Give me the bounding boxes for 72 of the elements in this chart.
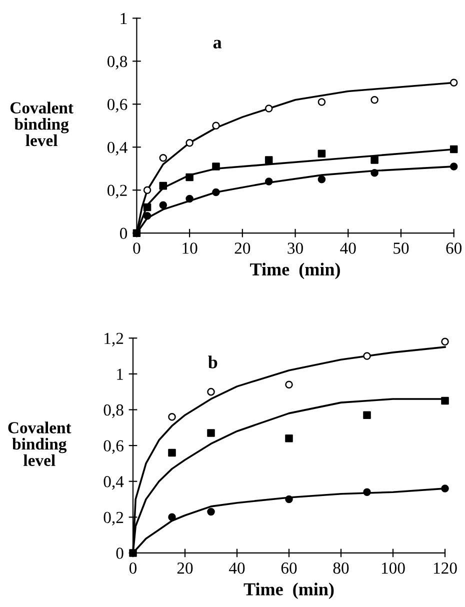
x-axis-title: Time (min) [250,262,340,280]
point [264,178,273,186]
y-tick-label: 0,6 [107,98,128,113]
y-tick-label: 1 [120,12,127,24]
y-tick-label: 0,2 [104,512,124,526]
point [285,380,293,389]
y-axis-title: Covalent binding level [10,102,74,146]
point [143,212,152,220]
y-tick-label: 1 [117,368,123,380]
x-tick-label: 0 [129,562,137,574]
y-tick-label: 0,8 [104,404,124,418]
point [212,162,220,170]
point [186,173,194,182]
point [363,352,371,360]
point [212,122,220,130]
y-axis-title: Covalent binding level [8,422,72,466]
point [143,203,152,212]
point [159,201,168,210]
x-tick-label: 10 [182,242,198,254]
point [285,495,293,504]
x-tick-label: 40 [228,562,245,574]
x-tick-label: 30 [288,242,303,254]
point [264,104,273,112]
annotation: b [208,356,218,368]
point [285,434,293,442]
point [450,78,458,87]
x-tick-label: 60 [446,242,462,254]
point [264,156,273,164]
point [370,169,378,177]
point [450,162,458,170]
point [186,138,194,147]
point [207,429,215,437]
point [168,448,176,457]
point [212,188,220,196]
point [318,150,326,158]
x-tick-label: 80 [333,562,349,574]
point [159,182,168,190]
point [441,338,449,346]
point [363,411,371,419]
point [143,186,152,194]
point [186,194,194,203]
point [168,413,176,421]
x-axis-title: Time (min) [244,582,334,600]
point [441,396,449,405]
point [441,484,449,492]
x-tick-label: 40 [340,242,356,254]
point [370,96,378,104]
y-tick-label: 1,2 [104,332,124,346]
annotation: a [213,40,222,48]
x-tick-label: 20 [234,242,250,254]
point [318,175,326,184]
point [450,145,458,154]
point [363,488,371,496]
point [159,154,168,162]
y-tick-label: 0 [116,548,124,559]
y-tick-label: 0,2 [107,184,127,198]
y-tick-label: 0,8 [107,56,128,70]
point [370,156,378,164]
x-tick-label: 50 [394,242,409,254]
y-tick-label: 0,6 [104,440,124,454]
y-tick-label: 0,4 [104,476,124,490]
point [168,513,176,522]
point [207,508,215,516]
x-tick-label: 100 [382,562,405,574]
point [318,98,326,106]
y-tick-label: 0,4 [107,142,128,156]
x-tick-label: 120 [434,562,457,574]
y-tick-label: 0 [120,228,128,240]
x-tick-label: 0 [133,242,140,254]
x-tick-label: 20 [177,562,193,574]
x-tick-label: 60 [281,562,297,574]
point [207,388,215,396]
